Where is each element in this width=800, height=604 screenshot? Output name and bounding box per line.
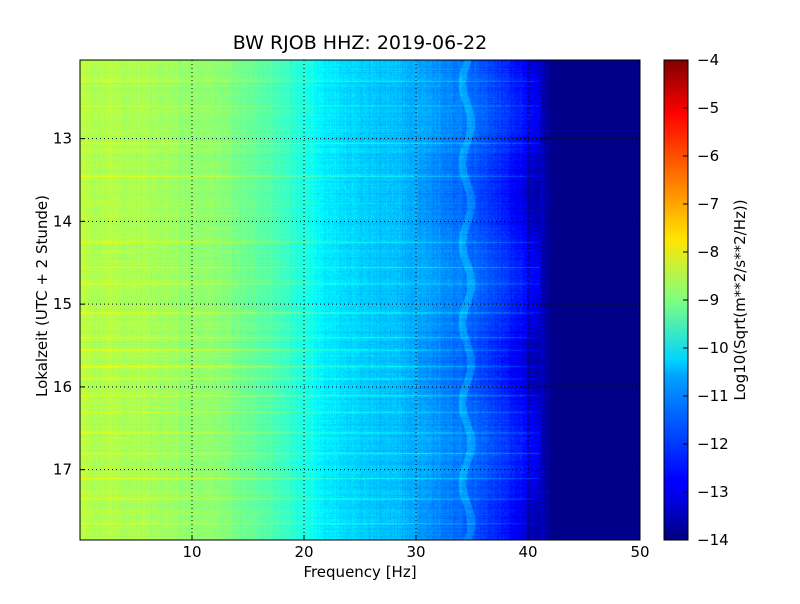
spectrogram-heatmap <box>80 60 640 540</box>
y-tick-label: 17 <box>53 461 72 479</box>
colorbar-tick-label: −11 <box>697 387 729 405</box>
y-tick-label: 14 <box>53 212 72 230</box>
y-tick-label: 16 <box>53 378 72 396</box>
chart-title: BW RJOB HHZ: 2019-06-22 <box>233 32 487 54</box>
y-axis-label: Lokalzeit (UTC + 2 Stunde) <box>33 195 51 397</box>
x-tick-label: 20 <box>294 543 313 561</box>
colorbar-tick-label: −13 <box>697 483 729 501</box>
colorbar-tick-label: −12 <box>697 435 729 453</box>
x-tick-label: 40 <box>518 543 537 561</box>
x-axis-label: Frequency [Hz] <box>303 563 416 581</box>
x-tick-label: 10 <box>182 543 201 561</box>
x-tick-label: 50 <box>630 543 649 561</box>
colorbar-label: Log10(Sqrt(m**2/s**2/Hz)) <box>731 199 749 400</box>
colorbar-tick-label: −10 <box>697 339 729 357</box>
colorbar-tick-label: −5 <box>697 99 719 117</box>
colorbar-tick-label: −14 <box>697 531 729 549</box>
y-tick-label: 15 <box>53 295 72 313</box>
colorbar-tick-label: −8 <box>697 243 719 261</box>
colorbar-tick-label: −6 <box>697 147 719 165</box>
colorbar-tick-label: −4 <box>697 51 719 69</box>
y-tick-label: 13 <box>53 130 72 148</box>
colorbar-ticks: −4 −5 −6 −7 −8 −9 −10 −11 −12 −13 −14 <box>683 51 729 549</box>
x-tick-label: 30 <box>406 543 425 561</box>
colorbar-tick-label: −7 <box>697 195 719 213</box>
colorbar: −4 −5 −6 −7 −8 −9 −10 −11 −12 −13 −14 Log10(Sqrt(m… <box>663 51 749 549</box>
plot-frame <box>79 59 641 541</box>
plot-area: 10 20 30 40 50 13 14 15 16 17 <box>53 59 650 561</box>
colorbar-tick-label: −9 <box>697 291 719 309</box>
axis-ticks: 10 20 30 40 50 13 14 15 16 17 <box>53 60 650 561</box>
